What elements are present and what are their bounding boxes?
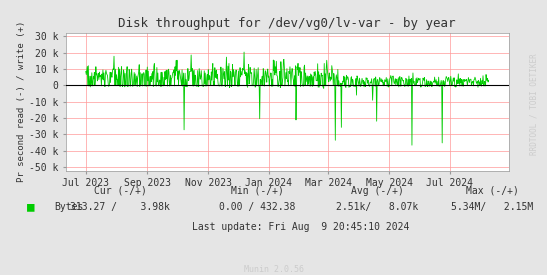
Y-axis label: Pr second read (-) / write (+): Pr second read (-) / write (+) <box>17 21 26 182</box>
Text: Cur (-/+): Cur (-/+) <box>94 186 147 196</box>
Text: Max (-/+): Max (-/+) <box>466 186 519 196</box>
Text: RRDTOOL / TOBI OETIKER: RRDTOOL / TOBI OETIKER <box>530 54 539 155</box>
Text: 0.00 / 432.38: 0.00 / 432.38 <box>219 202 295 212</box>
Text: 313.27 /    3.98k: 313.27 / 3.98k <box>71 202 170 212</box>
Text: 5.34M/   2.15M: 5.34M/ 2.15M <box>451 202 533 212</box>
Title: Disk throughput for /dev/vg0/lv-var - by year: Disk throughput for /dev/vg0/lv-var - by… <box>118 17 456 31</box>
Text: 2.51k/   8.07k: 2.51k/ 8.07k <box>336 202 418 212</box>
Text: Avg (-/+): Avg (-/+) <box>351 186 404 196</box>
Text: Munin 2.0.56: Munin 2.0.56 <box>243 265 304 274</box>
Text: Last update: Fri Aug  9 20:45:10 2024: Last update: Fri Aug 9 20:45:10 2024 <box>192 222 410 232</box>
Text: Min (-/+): Min (-/+) <box>231 186 283 196</box>
Text: ■: ■ <box>27 200 35 213</box>
Text: Bytes: Bytes <box>55 202 84 212</box>
